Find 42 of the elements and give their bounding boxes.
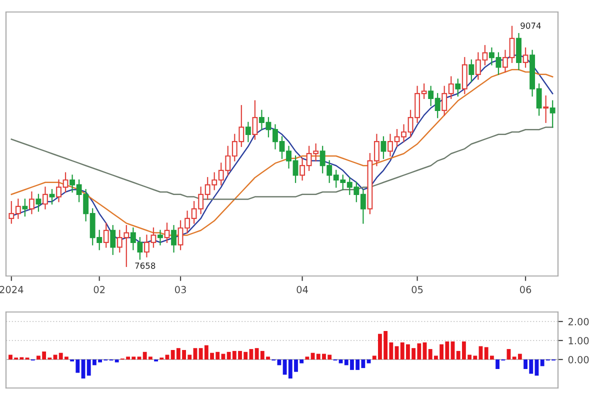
- candlestick: [164, 222, 170, 243]
- bar: [114, 360, 119, 362]
- candlestick: [245, 122, 251, 142]
- x-tick-label: 02: [94, 286, 105, 294]
- candlestick: [171, 225, 176, 253]
- y-tick-label: 0.00: [568, 356, 589, 364]
- candlestick: [28, 191, 34, 214]
- y-tick-label: 1.00: [568, 336, 589, 344]
- candlestick: [455, 78, 461, 97]
- x-tick-label: 2024: [0, 286, 24, 294]
- candlestick: [22, 198, 28, 217]
- candlestick: [380, 136, 386, 159]
- candlestick: [158, 230, 163, 246]
- candlestick: [42, 186, 48, 210]
- candlestick: [516, 33, 522, 70]
- annotation: 9074: [520, 22, 541, 29]
- bar: [137, 356, 142, 360]
- bar: [506, 349, 511, 360]
- candlestick: [36, 194, 42, 212]
- bar: [394, 346, 399, 360]
- bar: [478, 346, 483, 360]
- candlestick: [468, 59, 474, 82]
- y-tick-label: 2.00: [568, 318, 589, 326]
- candlestick: [49, 189, 55, 205]
- x-tick-label: 06: [520, 286, 532, 294]
- candlestick: [252, 100, 258, 140]
- bar: [338, 360, 343, 364]
- x-tick-label: 03: [174, 286, 186, 294]
- candlestick: [550, 100, 556, 128]
- bar: [53, 354, 58, 360]
- x-tick-label: 05: [412, 286, 423, 294]
- bar: [366, 360, 371, 364]
- x-tick-label: 04: [296, 286, 308, 294]
- candlestick: [543, 95, 549, 123]
- candlestick: [110, 225, 116, 255]
- bar: [193, 348, 198, 360]
- candlestick: [103, 222, 109, 248]
- bar: [165, 354, 170, 360]
- candlestick: [462, 57, 468, 94]
- candlestick: [522, 47, 528, 68]
- bar: [305, 356, 310, 360]
- annotation: 7658: [135, 262, 156, 269]
